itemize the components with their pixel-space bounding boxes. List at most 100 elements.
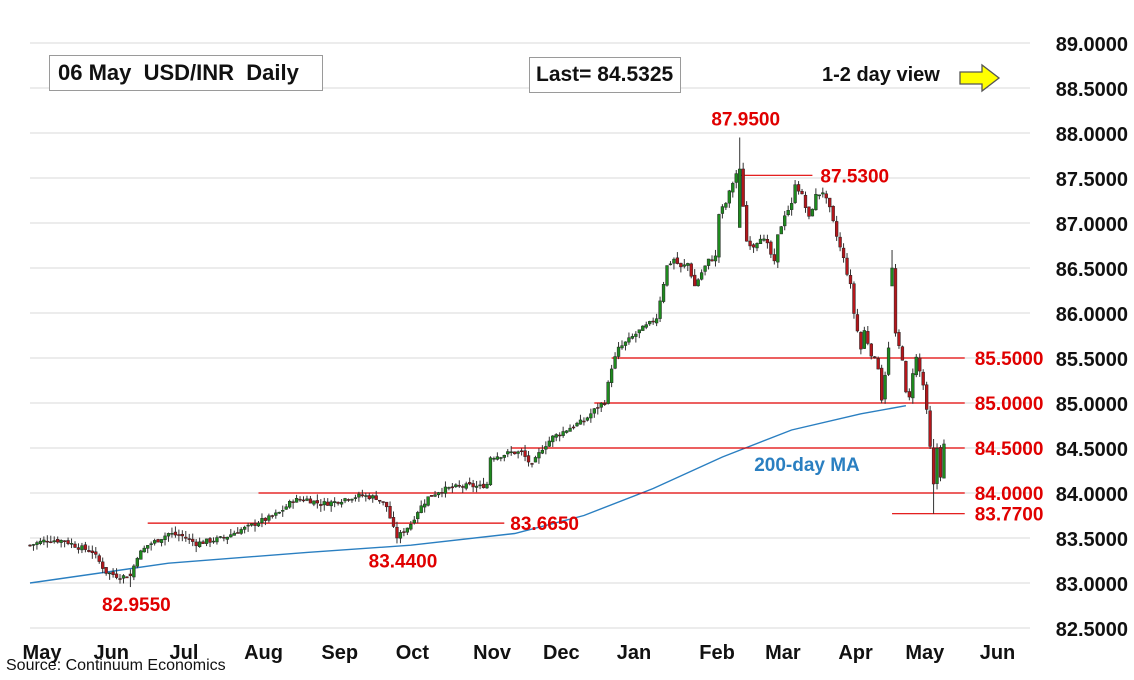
candle-body (828, 197, 832, 208)
candle-body (73, 543, 77, 548)
candle-body (492, 458, 496, 460)
y-tick-label: 85.0000 (1056, 394, 1128, 416)
candle-body (623, 341, 628, 346)
y-tick-label: 83.5000 (1056, 529, 1128, 551)
candle-body (357, 493, 361, 498)
candle-body (426, 496, 430, 506)
candle-body (488, 457, 493, 486)
candle-body (447, 487, 451, 489)
candle-body (173, 531, 178, 536)
candle-body (658, 300, 662, 319)
candle-body (544, 446, 548, 450)
candle-body (56, 539, 60, 543)
candle-body (52, 540, 56, 543)
y-tick-label: 84.5000 (1056, 439, 1128, 461)
candle-body (807, 206, 811, 217)
candle-body (222, 536, 226, 539)
candle-body (609, 368, 614, 383)
candle-body (277, 511, 281, 514)
candle-body (859, 332, 863, 350)
candle-body (319, 504, 323, 506)
y-tick-label: 89.0000 (1056, 34, 1128, 56)
candle-body (66, 540, 70, 544)
candle-body (225, 536, 229, 540)
level-lines: 87.5300 85.5000 85.0000 84.5000 84.000083.77… (147, 166, 1044, 535)
candle-body (634, 333, 638, 337)
candle-body (146, 545, 150, 549)
candle-body (866, 331, 870, 344)
candle-body (388, 506, 392, 519)
candle-body (485, 483, 489, 489)
candle-body (751, 244, 756, 248)
y-tick-label: 84.0000 (1056, 484, 1128, 506)
candle-body (582, 420, 586, 423)
candle-body (495, 456, 500, 460)
candle-body (132, 565, 136, 578)
x-tick-label: Jul (169, 642, 198, 664)
candle-body (855, 314, 860, 332)
candle-body (346, 499, 351, 501)
candle-body (353, 497, 358, 499)
candle-body (343, 498, 347, 502)
candle-body (170, 533, 174, 535)
candle-body (876, 358, 880, 370)
level-label: 83.7700 (975, 505, 1044, 526)
candle-body (191, 538, 195, 542)
candle-body (533, 457, 538, 463)
candle-body (242, 526, 247, 530)
candle-body (402, 531, 406, 533)
candle-body (59, 540, 63, 543)
candle-body (201, 541, 205, 544)
candle-body (800, 191, 804, 195)
candle-body (506, 451, 510, 455)
candle-body (423, 503, 427, 508)
candle-body (329, 501, 333, 507)
candle-body (31, 544, 36, 546)
moving-average: 200-day MA (29, 405, 907, 584)
candle-body (291, 501, 295, 503)
candle-body (101, 561, 105, 569)
candle-body (741, 168, 745, 207)
candle-body (880, 367, 884, 401)
candle-body (724, 203, 728, 208)
candle-body (260, 518, 264, 523)
candle-body (758, 238, 763, 244)
candle-body (502, 454, 506, 458)
y-tick-label: 86.0000 (1056, 304, 1128, 326)
candle-body (384, 501, 389, 508)
candle-body (935, 447, 939, 484)
y-tick-label: 82.5000 (1056, 619, 1128, 641)
candle-body (367, 495, 371, 499)
candle-body (744, 205, 749, 242)
candle-body (890, 267, 894, 287)
candle-body (443, 486, 448, 494)
candle-body (114, 573, 119, 578)
candle-body (468, 482, 472, 485)
candle-body (339, 501, 344, 505)
y-tick-label: 87.5000 (1056, 169, 1128, 191)
x-tick-label: Jan (617, 642, 651, 664)
candle-body (616, 346, 621, 357)
candle-body (938, 447, 943, 478)
candle-body (526, 455, 531, 463)
candle-body (416, 512, 420, 520)
candle-body (803, 194, 808, 208)
candle-body (409, 523, 413, 530)
candle-body (184, 536, 188, 539)
candle-body (499, 457, 503, 459)
candle-body (710, 259, 714, 262)
candle-body (253, 522, 257, 526)
x-tick-label: Sep (321, 642, 358, 664)
candle-body (312, 500, 316, 505)
candle-body (558, 434, 562, 437)
x-tick-label: Mar (765, 642, 801, 664)
candle-body (436, 492, 441, 496)
candle-body (796, 184, 801, 192)
candle-body (107, 572, 112, 575)
x-tick-label: Aug (244, 642, 283, 664)
candle-body (554, 434, 558, 438)
candle-body (613, 356, 617, 369)
annotations: 87.9500 83.4400 82.9550 (102, 110, 780, 617)
candle-body (333, 501, 337, 503)
level-label: 87.5300 (820, 166, 889, 187)
